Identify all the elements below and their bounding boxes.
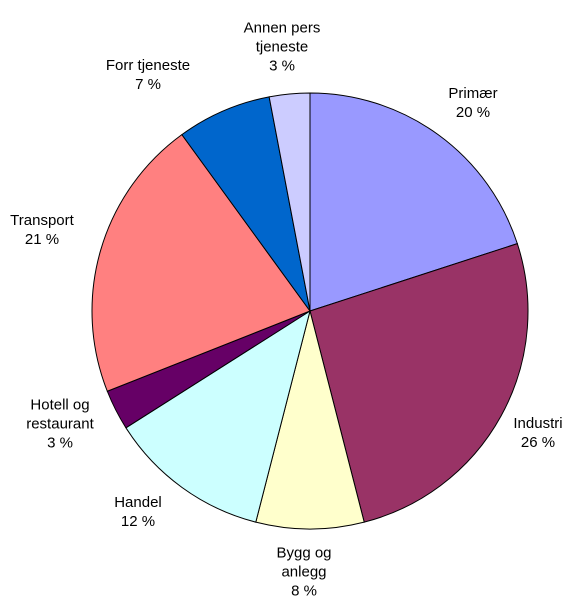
slice-label: Forr tjeneste 7 % xyxy=(88,56,208,94)
pie-slice xyxy=(268,92,311,312)
category-label: Annen pers tjeneste xyxy=(243,19,321,56)
slice-label: Industri 26 % xyxy=(478,414,572,452)
slice-label: Primær 20 % xyxy=(413,84,533,122)
pie-slice xyxy=(255,310,365,530)
value-label: 21 % xyxy=(24,231,60,248)
category-label: Handel xyxy=(114,494,162,511)
value-label: 7 % xyxy=(135,76,161,93)
slice-label: Handel 12 % xyxy=(78,493,198,531)
category-label: Hotell og restaurant xyxy=(26,396,94,433)
slice-label: Transport 21 % xyxy=(0,211,102,249)
pie-slice xyxy=(309,243,529,523)
value-label: 12 % xyxy=(120,513,156,530)
value-label: 3 % xyxy=(269,57,295,75)
category-label: Bygg og anlegg xyxy=(276,544,332,581)
slice-label: Bygg og anlegg 8 % xyxy=(269,544,339,601)
pie-slice xyxy=(91,133,311,392)
category-label: Transport xyxy=(10,212,74,229)
pie-slice xyxy=(125,309,311,523)
value-label: 3 % xyxy=(47,434,73,452)
value-label: 20 % xyxy=(455,104,491,121)
value-label: 8 % xyxy=(291,582,317,600)
category-label: Primær xyxy=(448,85,498,102)
category-label: Forr tjeneste xyxy=(105,57,191,74)
category-label: Industri xyxy=(513,415,563,432)
value-label: 26 % xyxy=(520,434,556,451)
pie-slice xyxy=(309,92,518,312)
slice-label: Annen pers tjeneste 3 % xyxy=(237,19,327,76)
slice-label: Hotell og restaurant 3 % xyxy=(15,396,105,453)
